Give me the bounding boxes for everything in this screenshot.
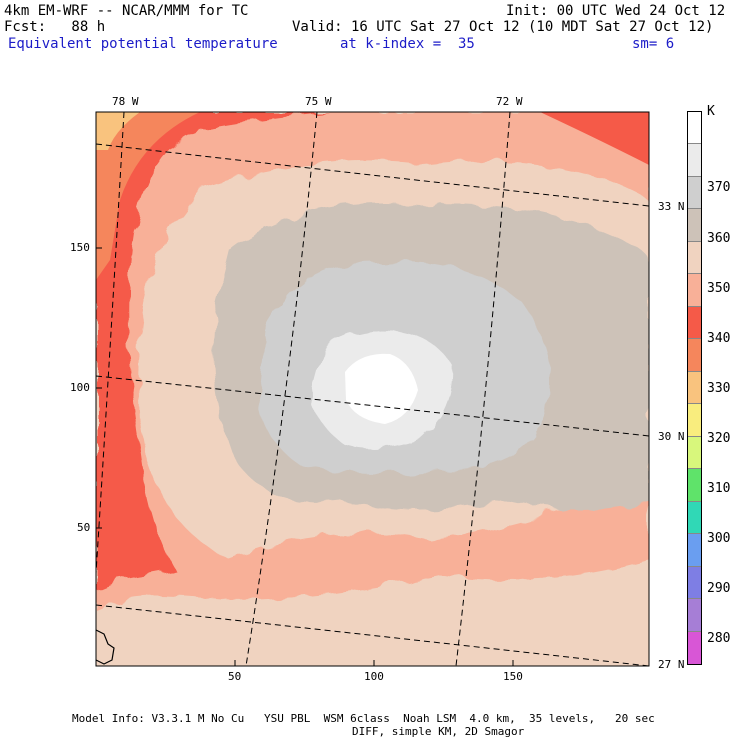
colorbar-swatch: [688, 404, 701, 437]
colorbar-swatch: [688, 112, 701, 145]
y-tick-100: 100: [70, 381, 90, 394]
lon-label-78w: 78 W: [112, 95, 139, 108]
colorbar-label-290: 290: [707, 581, 731, 596]
colorbar-swatch: [688, 176, 701, 210]
y-tick-150: 150: [70, 241, 90, 254]
colorbar-label-280: 280: [707, 631, 731, 646]
colorbar-swatch: [688, 339, 701, 372]
colorbar-swatch: [688, 501, 701, 535]
colorbar-swatch: [688, 469, 701, 502]
shaded-field: [96, 112, 649, 666]
lon-line-75: [245, 112, 318, 666]
colorbar-swatch: [688, 371, 701, 405]
x-tick-50: 50: [228, 670, 242, 683]
colorbar-swatch: [688, 241, 701, 275]
colorbar-swatch: [688, 436, 701, 470]
colorbar-label-330: 330: [707, 381, 731, 396]
coastline: [96, 629, 115, 665]
x-tick-100: 100: [364, 670, 384, 683]
colorbar-label-370: 370: [707, 180, 731, 195]
field-name: Equivalent potential temperature: [8, 36, 278, 52]
x-tick-150: 150: [503, 670, 523, 683]
level-label: at k-index = 35: [340, 36, 475, 52]
field-330: [96, 112, 140, 150]
lat-label-27n: 27 N: [658, 658, 685, 671]
colorbar-swatch: [688, 144, 701, 177]
colorbar-swatch: [688, 306, 701, 340]
colorbar-label-340: 340: [707, 331, 731, 346]
field-340-ne: [540, 112, 649, 165]
colorbar: [687, 111, 702, 665]
lon-label-72w: 72 W: [496, 95, 523, 108]
colorbar-swatch: [688, 274, 701, 307]
y-tick-50: 50: [77, 521, 91, 534]
colorbar-swatch: [688, 599, 701, 632]
forecast-hour: Fcst: 88 h: [4, 19, 106, 35]
axis-ticks: [96, 247, 514, 666]
colorbar-label-320: 320: [707, 431, 731, 446]
colorbar-swatch: [688, 631, 701, 664]
plot-frame: [95, 111, 650, 667]
colorbar-swatch: [688, 566, 701, 600]
colorbar-swatch: [688, 534, 701, 567]
model-info-physics: DIFF, simple KM, 2D Smagor: [352, 725, 525, 738]
colorbar-label-310: 310: [707, 481, 731, 496]
model-info: Model Info: V3.3.1 M No Cu YSU PBL WSM 6…: [72, 712, 655, 725]
lat-label-30n: 30 N: [658, 430, 685, 443]
smoothing-label: sm= 6: [632, 36, 675, 52]
colorbar-unit: K: [707, 104, 715, 119]
init-time: Init: 00 UTC Wed 24 Oct 12: [506, 3, 726, 19]
colorbar-label-300: 300: [707, 531, 731, 546]
lon-label-75w: 75 W: [305, 95, 332, 108]
graticule: [96, 112, 649, 666]
colorbar-label-350: 350: [707, 281, 731, 296]
colorbar-label-360: 360: [707, 231, 731, 246]
field-370: [345, 353, 418, 424]
colorbar-swatch: [688, 209, 701, 242]
valid-time: Valid: 16 UTC Sat 27 Oct 12 (10 MDT Sat …: [292, 19, 714, 35]
lat-label-33n: 33 N: [658, 200, 685, 213]
model-title: 4km EM-WRF -- NCAR/MMM for TC: [4, 3, 249, 19]
